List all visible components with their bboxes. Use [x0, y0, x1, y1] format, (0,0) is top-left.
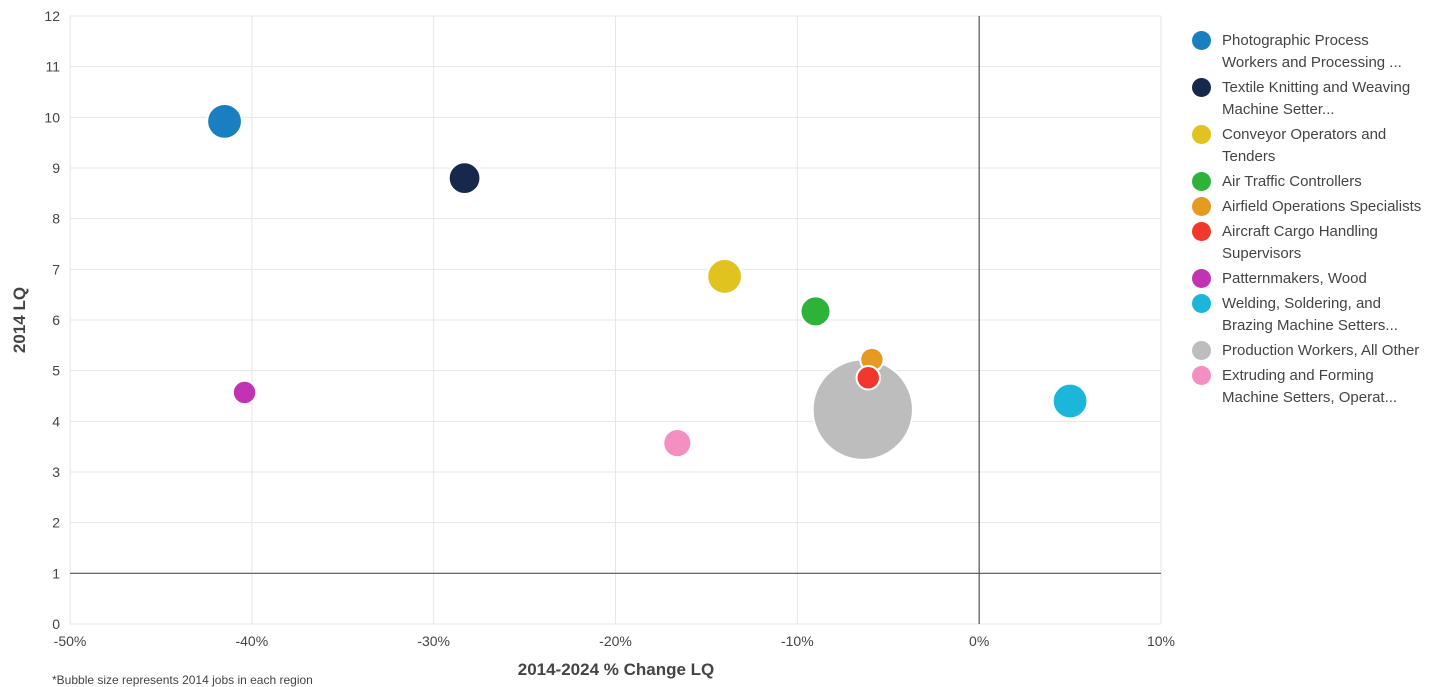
- legend-swatch: [1192, 366, 1211, 385]
- legend-item[interactable]: Aircraft Cargo Handling Supervisors: [1192, 221, 1432, 265]
- legend-swatch: [1192, 222, 1211, 241]
- legend-swatch: [1192, 269, 1211, 288]
- legend-item[interactable]: Air Traffic Controllers: [1192, 171, 1432, 193]
- legend-swatch: [1192, 125, 1211, 144]
- legend-swatch: [1192, 197, 1211, 216]
- legend-label: Photographic Process Workers and Process…: [1222, 32, 1402, 71]
- legend-label: Textile Knitting and Weaving Machine Set…: [1222, 79, 1411, 118]
- y-tick-label: 4: [52, 413, 60, 429]
- legend: Photographic Process Workers and Process…: [1192, 30, 1432, 412]
- legend-item[interactable]: Airfield Operations Specialists: [1192, 196, 1432, 218]
- bubble-point[interactable]: [706, 258, 743, 295]
- x-tick-label: -50%: [54, 633, 87, 649]
- legend-label: Aircraft Cargo Handling Supervisors: [1222, 223, 1378, 262]
- y-tick-label: 7: [52, 261, 60, 277]
- y-tick-label: 5: [52, 363, 60, 379]
- legend-item[interactable]: Production Workers, All Other: [1192, 340, 1432, 362]
- legend-swatch: [1192, 31, 1211, 50]
- y-axis-title: 2014 LQ: [10, 287, 29, 353]
- legend-item[interactable]: Photographic Process Workers and Process…: [1192, 30, 1432, 74]
- x-tick-label: -20%: [599, 633, 632, 649]
- x-tick-label: -10%: [781, 633, 814, 649]
- legend-item[interactable]: Textile Knitting and Weaving Machine Set…: [1192, 77, 1432, 121]
- legend-label: Patternmakers, Wood: [1222, 270, 1367, 287]
- y-tick-label: 8: [52, 211, 60, 227]
- legend-label: Production Workers, All Other: [1222, 342, 1420, 359]
- y-tick-label: 1: [52, 565, 60, 581]
- y-tick-label: 11: [45, 59, 60, 75]
- legend-item[interactable]: Patternmakers, Wood: [1192, 268, 1432, 290]
- bubble-point[interactable]: [662, 428, 693, 459]
- x-tick-label: 0%: [969, 633, 989, 649]
- bubble-point[interactable]: [231, 379, 258, 406]
- y-tick-label: 6: [52, 312, 60, 328]
- legend-label: Welding, Soldering, and Brazing Machine …: [1222, 295, 1398, 334]
- x-axis-ticks: -50% -40% -30% -20% -10% 0% 10%: [54, 633, 1175, 649]
- y-tick-label: 2: [52, 515, 60, 531]
- bubble-point[interactable]: [799, 295, 832, 328]
- y-tick-label: 0: [52, 616, 60, 632]
- legend-swatch: [1192, 172, 1211, 191]
- bubble-point[interactable]: [447, 161, 482, 196]
- legend-label: Extruding and Forming Machine Setters, O…: [1222, 367, 1398, 406]
- x-tick-label: -40%: [235, 633, 268, 649]
- bubbles: [206, 102, 1089, 461]
- legend-label: Conveyor Operators and Tenders: [1222, 126, 1387, 165]
- legend-item[interactable]: Conveyor Operators and Tenders: [1192, 124, 1432, 168]
- y-tick-label: 3: [52, 464, 60, 480]
- legend-swatch: [1192, 78, 1211, 97]
- y-tick-label: 10: [44, 109, 60, 125]
- y-tick-label: 12: [44, 8, 60, 24]
- bubble-point[interactable]: [1051, 382, 1089, 420]
- legend-label: Air Traffic Controllers: [1222, 173, 1362, 190]
- reference-lines: [70, 16, 1161, 624]
- legend-swatch: [1192, 341, 1211, 360]
- legend-item[interactable]: Extruding and Forming Machine Setters, O…: [1192, 365, 1432, 409]
- footnote: *Bubble size represents 2014 jobs in eac…: [52, 673, 313, 687]
- x-tick-label: -30%: [417, 633, 450, 649]
- bubble-point[interactable]: [855, 365, 881, 391]
- x-axis-title: 2014-2024 % Change LQ: [518, 660, 715, 679]
- x-tick-label: 10%: [1147, 633, 1175, 649]
- bubble-point[interactable]: [206, 102, 243, 140]
- y-tick-label: 9: [52, 160, 60, 176]
- legend-swatch: [1192, 294, 1211, 313]
- legend-label: Airfield Operations Specialists: [1222, 198, 1422, 215]
- legend-item[interactable]: Welding, Soldering, and Brazing Machine …: [1192, 293, 1432, 337]
